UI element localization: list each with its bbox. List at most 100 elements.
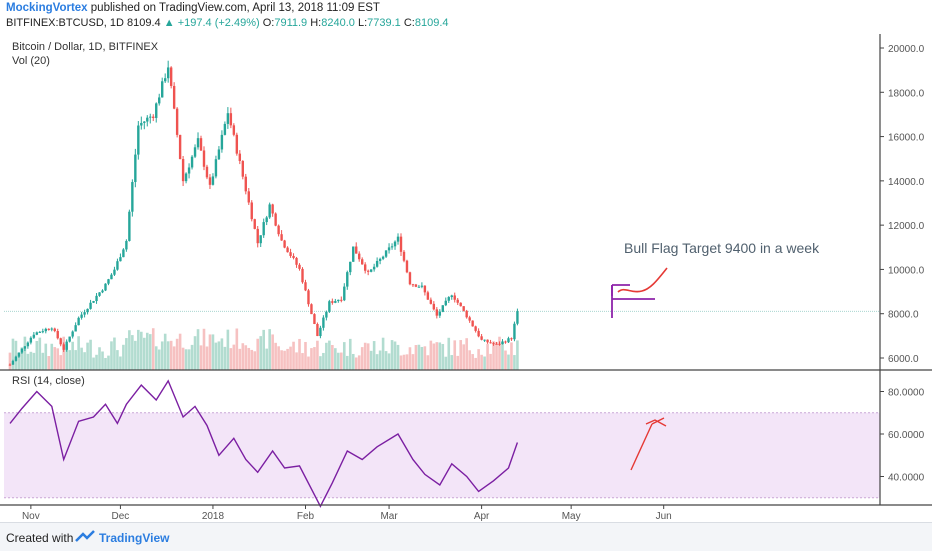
candle-body [268,204,271,218]
volume-bar [47,356,51,370]
candle-body [253,219,256,229]
time-tick-label: Jun [656,511,672,522]
volume-bar [420,346,424,370]
volume-bar [238,348,242,370]
volume-bar [375,354,379,370]
author-name[interactable]: MockingVortex [6,2,88,14]
candle-body [301,268,304,283]
volume-bar [348,338,352,370]
volume-bar [259,336,263,370]
volume-bar [113,337,116,370]
volume-bar [342,342,346,370]
volume-bar [283,350,286,370]
candle-body [334,301,337,303]
candle-body [181,159,185,182]
volume-bar [354,357,358,370]
candle-body [417,286,421,288]
candle-body [423,285,427,293]
candle-body [438,311,442,316]
volume-bar [474,357,477,370]
candle-body [169,67,173,86]
volume-bar [369,350,373,370]
volume-bar [453,340,457,370]
volume-bar [205,346,209,370]
volume-bar [244,345,248,370]
candle-body [390,246,394,248]
volume-bar [337,352,340,370]
volume-bar [160,341,164,370]
candle-body [304,282,307,291]
volume-bar [295,352,298,370]
volume-bar [301,353,304,370]
volume-bar [256,338,260,370]
volume-bar [32,352,36,370]
candle-body [492,343,495,345]
candle-body [366,270,370,272]
volume-bar [71,341,74,370]
candle-body [26,342,30,347]
candle-body [122,249,125,258]
volume-bar [459,340,463,370]
candle-body [137,125,140,155]
volume-bar [390,340,394,370]
volume-bar [298,338,301,370]
volume-bar [393,341,397,370]
candle-body [372,266,376,270]
volume-bar [325,342,328,370]
price-tick-label: 16000.0 [888,133,925,144]
price-change: +197.4 (+2.49%) [177,17,260,29]
candle-body [47,328,50,330]
candle-body [187,167,191,174]
volume-bar [304,341,307,370]
time-tick-label: May [562,511,581,522]
volume-bar [498,336,501,370]
candle-body [38,331,42,333]
volume-bar [220,338,224,370]
rsi-band [4,412,880,498]
candle-body [319,327,322,337]
rsi-tick-label: 80.0000 [888,388,925,399]
volume-bar [125,338,128,370]
candle-body [262,222,265,236]
candle-body [178,134,182,160]
footer-bar: Created with TradingView [0,522,932,551]
volume-bar [226,329,230,370]
volume-bar [38,337,42,370]
volume-bar [190,344,194,370]
volume-bar [77,336,80,370]
candle-body [498,343,501,345]
volume-bar [417,344,421,370]
volume-bar [513,355,516,370]
volume-bar [169,340,173,370]
candle-body [441,305,444,312]
candle-body [477,330,480,337]
volume-bar [53,347,57,370]
volume-bar [184,349,188,370]
volume-bar [122,344,125,370]
volume-bar [378,350,382,370]
candle-body [214,159,218,177]
symbol-text: BITFINEX:BTCUSD, 1D [6,17,124,29]
candle-body [289,252,292,256]
volume-bar [468,350,471,370]
volume-bar [250,349,254,370]
tradingview-brand[interactable]: TradingView [99,531,170,545]
candle-body [113,269,116,275]
candle-body [14,356,18,361]
candle-body [387,247,391,251]
volume-bar [151,328,155,370]
last-price: 8109.4 [127,17,161,29]
price-chart[interactable]: 6000.0 8000.0 10000.0 12000.0 14000.0 16000.0… [0,32,932,522]
volume-bar [223,346,227,370]
candle-body [426,292,430,300]
candle-body [405,260,409,273]
candle-body [393,241,397,247]
volume-bar [128,330,131,370]
volume-bar [435,342,439,370]
volume-bar [74,350,77,370]
created-with-text: Created with [6,531,74,545]
low-value: 7739.1 [367,17,401,29]
volume-bar [363,342,367,370]
candle-body [158,97,161,104]
candle-body [149,116,152,118]
